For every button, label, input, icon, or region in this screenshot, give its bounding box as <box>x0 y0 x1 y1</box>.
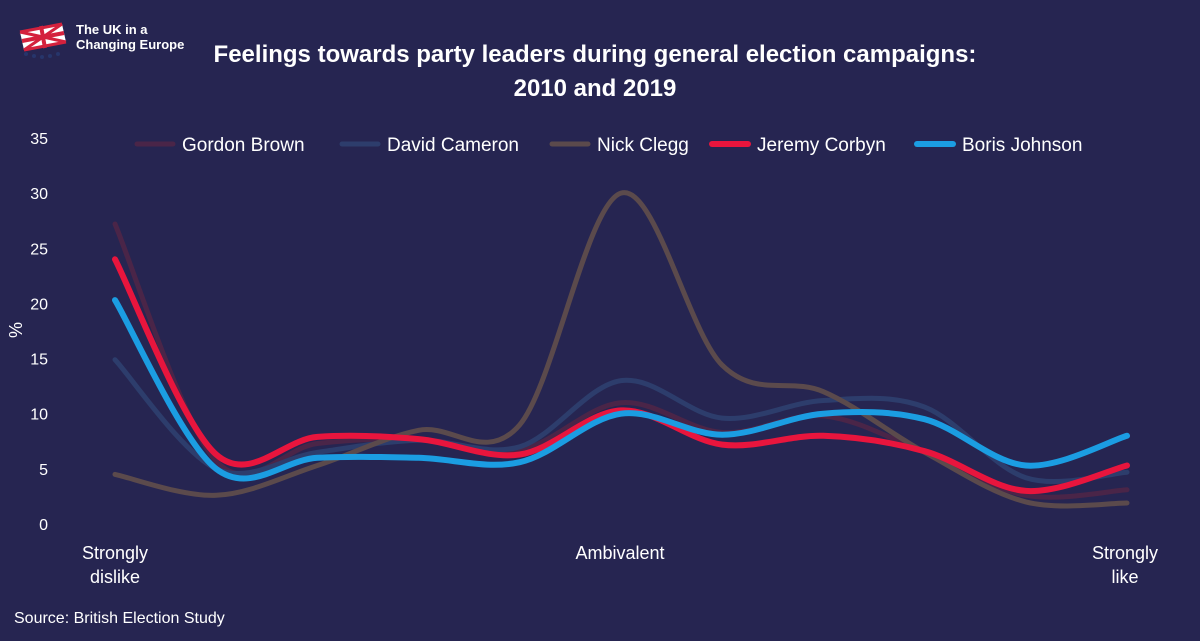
legend-label: David Cameron <box>387 135 519 156</box>
legend-label: Boris Johnson <box>962 135 1082 156</box>
x-label-strongly-dislike: Strongly dislike <box>81 543 149 587</box>
y-tick-label: 35 <box>30 131 48 148</box>
legend-item: Boris Johnson <box>914 135 1082 156</box>
y-tick-label: 0 <box>39 517 48 534</box>
legend-item: David Cameron <box>339 135 519 156</box>
legend: Gordon Brown David Cameron Nick Clegg Jerem… <box>134 135 1082 156</box>
y-tick-label: 25 <box>30 241 48 258</box>
logo-text: The UK in a Changing Europe <box>76 22 185 52</box>
series-line-david-cameron <box>112 357 1130 485</box>
legend-item: Nick Clegg <box>549 135 689 156</box>
legend-item: Jeremy Corbyn <box>709 135 886 156</box>
series-line-jeremy-corbyn <box>112 256 1130 494</box>
legend-label: Jeremy Corbyn <box>757 135 886 156</box>
y-tick-label: 20 <box>30 296 48 313</box>
x-label-strongly-like: Strongly like <box>1091 543 1159 587</box>
y-tick-label: 15 <box>30 352 48 369</box>
logo: The UK in a Changing Europe <box>14 20 204 62</box>
legend-label: Nick Clegg <box>597 135 689 156</box>
chart-title: Feelings towards party leaders during ge… <box>213 41 977 102</box>
y-axis-label: % <box>6 322 26 338</box>
series-line-nick-clegg <box>112 190 1130 509</box>
source-note: Source: British Election Study <box>14 610 225 627</box>
series-line-boris-johnson <box>112 297 1130 482</box>
legend-label: Gordon Brown <box>182 135 305 156</box>
x-label-ambivalent: Ambivalent <box>575 543 665 563</box>
y-tick-label: 30 <box>30 186 48 203</box>
series-lines <box>112 190 1130 509</box>
legend-item: Gordon Brown <box>134 135 305 156</box>
union-flag-logo-icon <box>19 22 67 59</box>
y-axis: 0 5 10 15 20 25 30 35 <box>30 131 48 534</box>
y-tick-label: 5 <box>39 462 48 479</box>
y-tick-label: 10 <box>30 407 48 424</box>
